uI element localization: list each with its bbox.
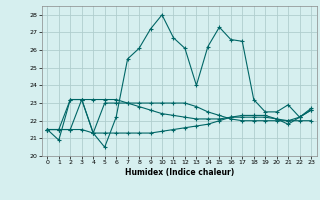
- X-axis label: Humidex (Indice chaleur): Humidex (Indice chaleur): [124, 168, 234, 177]
